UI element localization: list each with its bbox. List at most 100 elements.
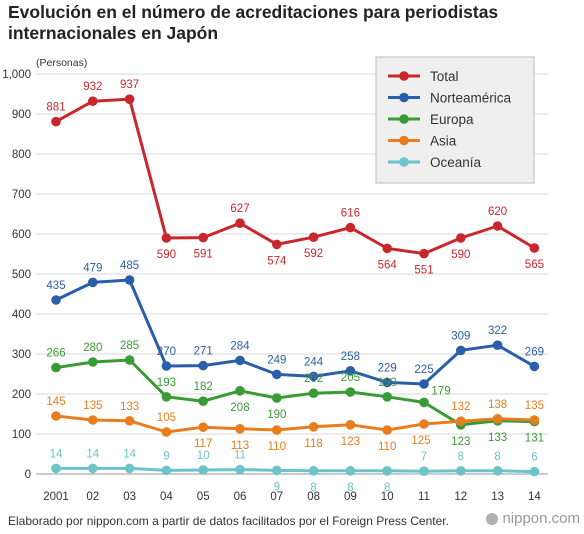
data-label-total: 590 [451,249,470,261]
x-tick-label: 10 [381,491,394,503]
legend-label-asia: Asia [430,134,457,149]
data-point-total [235,218,245,228]
x-tick-label: 02 [86,491,99,503]
data-label-asia: 117 [194,438,212,450]
legend-marker-norteamerica [399,92,409,103]
data-point-oceania [124,463,135,474]
data-label-europa: 190 [267,409,286,421]
x-tick-label: 2001 [43,491,69,503]
y-tick-label: 300 [12,349,31,361]
data-point-norteamerica [198,360,208,371]
x-tick-label: 05 [197,491,210,503]
data-label-total: 627 [230,203,249,215]
data-point-asia [382,425,393,435]
data-point-europa [235,386,245,396]
legend-marker-total [399,71,409,81]
data-label-oceania: 9 [163,450,169,462]
data-point-norteamerica [235,355,245,366]
data-label-asia: 135 [525,400,544,412]
data-point-europa [419,397,429,408]
data-point-total [308,232,319,242]
data-point-norteamerica [529,361,540,372]
data-point-asia [345,420,356,430]
data-label-norteamerica: 435 [46,280,65,292]
data-label-total: 591 [194,249,213,261]
series-line-europa [55,358,535,427]
data-point-europa [272,393,282,403]
data-point-total [272,239,282,250]
data-label-total: 565 [525,259,544,271]
data-point-norteamerica [161,361,172,371]
data-label-norteamerica: 249 [267,354,286,366]
series [51,94,540,477]
series-line-total [55,97,536,256]
data-point-oceania [198,465,208,475]
data-label-asia: 125 [411,435,430,447]
x-tick-label: 06 [234,491,247,503]
data-label-total: 564 [378,259,398,271]
data-label-norteamerica: 270 [157,346,176,358]
x-tick-label: 08 [307,491,320,503]
data-point-asia [308,422,319,432]
data-label-europa: 133 [488,432,507,444]
data-label-total: 937 [120,79,139,91]
data-point-asia [235,424,245,434]
data-label-asia: 138 [488,399,507,411]
data-label-asia: 110 [268,441,286,453]
data-label-total: 932 [83,81,102,93]
data-label-europa: 179 [431,385,450,397]
data-label-oceania: 8 [384,482,390,494]
data-label-norteamerica: 485 [120,260,139,272]
data-label-europa: 285 [120,340,139,352]
axes: 0 100 200 300 400 500 600 700 800 900 1,000 2001 02 0… [2,69,541,503]
data-label-asia: 133 [120,401,139,413]
data-label-norteamerica: 271 [194,346,213,358]
data-label-europa: 266 [46,348,65,360]
data-label-norteamerica: 284 [230,340,250,352]
data-label-norteamerica: 479 [83,262,102,274]
data-label-total: 590 [157,249,176,261]
data-label-europa: 208 [230,402,249,414]
data-point-asia [88,415,98,425]
data-label-europa: 182 [194,381,213,393]
data-point-total [198,232,208,243]
data-label-asia: 145 [46,396,65,408]
data-point-europa [382,392,393,402]
brand-logo: nippon.com [486,510,580,527]
data-point-total [161,233,172,243]
data-label-norteamerica: 258 [341,351,360,363]
data-label-europa: 280 [83,342,102,354]
data-point-norteamerica [345,366,356,376]
data-label-total: 881 [46,102,65,114]
data-point-oceania [88,463,98,474]
x-tick-label: 12 [454,491,467,503]
data-label-norteamerica: 309 [451,330,470,342]
data-label-asia: 132 [451,401,470,413]
data-point-oceania [529,466,540,477]
data-point-norteamerica [308,371,319,382]
data-label-norteamerica: 244 [304,356,324,368]
data-point-asia [529,415,540,425]
y-tick-label: 200 [12,389,31,401]
data-point-europa [345,387,356,397]
x-tick-label: 13 [491,491,504,503]
data-point-europa [161,392,172,402]
data-label-oceania: 10 [197,450,210,462]
data-point-asia [161,427,172,437]
data-point-norteamerica [272,369,282,380]
data-label-asia: 118 [304,438,322,450]
x-tick-label: 09 [344,491,357,503]
data-label-asia: 123 [341,436,360,448]
data-point-norteamerica [124,275,135,285]
series-line-oceania [56,466,535,474]
data-point-asia [419,419,429,429]
legend-label-norteamerica: Norteamérica [430,91,512,106]
data-label-oceania: 6 [531,452,537,464]
legend: Total Norteamérica Europa Asia Oceanía [375,56,535,184]
data-point-total [345,222,356,233]
data-point-norteamerica [382,377,393,388]
data-point-total [529,243,540,253]
data-point-total [88,96,98,106]
data-label-total: 616 [341,208,360,220]
data-point-europa [198,396,208,407]
